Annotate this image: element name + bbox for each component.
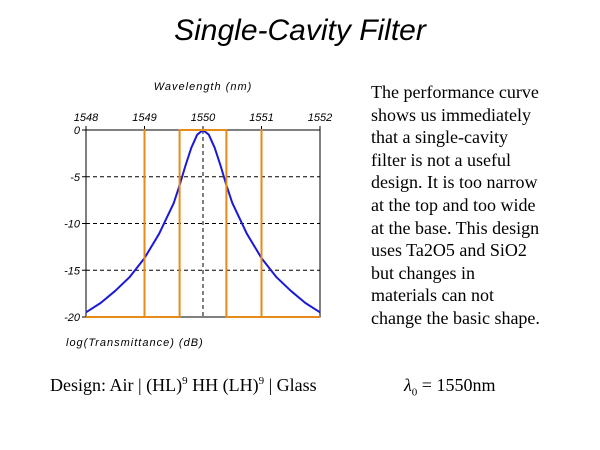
- description-line: at the top and too wide: [371, 194, 536, 215]
- x-axis-label: Wavelength (nm): [154, 81, 253, 93]
- lambda-symbol: λ: [404, 375, 412, 395]
- target-curve: [86, 129, 320, 318]
- description-line: but changes in: [371, 262, 475, 283]
- design-prefix: Design: Air | (HL): [50, 375, 183, 395]
- design-exponent: 9: [258, 375, 265, 387]
- description-line: filter is not a useful: [371, 149, 511, 170]
- lambda-subscript: 0: [411, 386, 418, 399]
- x-tick-label: 1549: [132, 112, 156, 124]
- design-exponent: 9: [182, 375, 188, 387]
- slide-title: Single-Cavity Filter: [174, 14, 426, 47]
- x-tick-label: 1551: [249, 112, 273, 124]
- design-formula: Design: Air | (HL)9 HH (LH)9 | Glass: [50, 375, 317, 396]
- description-line: shows us immediately: [371, 104, 531, 125]
- y-axis-label: log(Transmittance) (dB): [66, 337, 204, 349]
- description-line: design. It is too narrow: [371, 172, 538, 193]
- y-tick-label: -5: [70, 172, 81, 184]
- y-tick-label: -10: [64, 219, 81, 231]
- x-tick-label: 1550: [191, 112, 216, 124]
- design-middle: HH (LH): [187, 375, 259, 395]
- y-tick-label: -20: [64, 312, 81, 324]
- description-line: that a single-cavity: [371, 127, 508, 148]
- center-wavelength: λ0 = 1550nm: [404, 375, 495, 399]
- description-text: The performance curve shows us immediate…: [371, 81, 593, 330]
- design-suffix: | Glass: [264, 375, 317, 395]
- lambda-value: = 1550nm: [417, 375, 496, 395]
- description-line: materials can not: [371, 285, 494, 306]
- description-line: change the basic shape.: [371, 307, 540, 328]
- description-line: The performance curve: [371, 82, 539, 102]
- y-tick-label: -15: [64, 265, 81, 277]
- description-line: uses Ta2O5 and SiO2: [371, 240, 527, 261]
- description-line: at the base. This design: [371, 217, 540, 238]
- x-tick-label: 1552: [308, 112, 332, 124]
- x-tick-label: 1548: [74, 112, 99, 124]
- y-tick-label: 0: [74, 125, 81, 137]
